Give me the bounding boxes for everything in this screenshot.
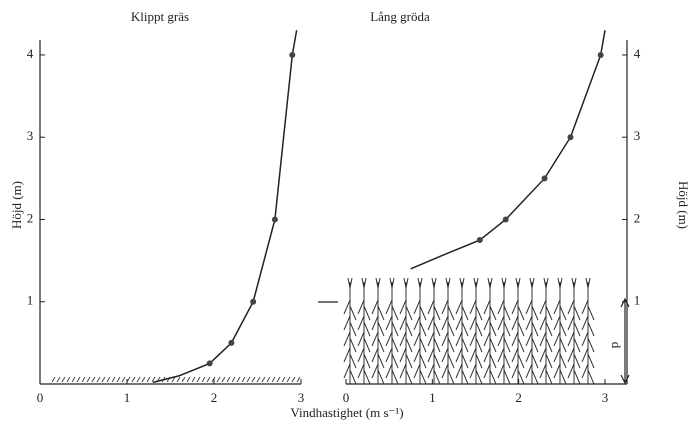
y-tick-label: 3 (634, 128, 641, 143)
data-point (476, 237, 483, 244)
y-tick-label: 3 (27, 128, 34, 143)
y-axis-label: Höjd (m) (9, 181, 24, 229)
y-tick-label: 4 (634, 46, 641, 61)
y-tick-label: 2 (27, 210, 34, 225)
profile-line (410, 30, 606, 270)
data-point (597, 51, 604, 58)
d-arrow-heads (620, 297, 630, 385)
x-tick-label: 0 (343, 390, 350, 405)
panel-title: Lång gröda (370, 9, 430, 24)
annotation: d (609, 342, 624, 349)
x-tick-label: 1 (429, 390, 436, 405)
y-tick-label: 1 (634, 293, 641, 308)
grass (51, 376, 301, 383)
crop (343, 277, 595, 385)
panel-title: Klippt gräs (131, 9, 189, 24)
data-point (502, 216, 509, 223)
data-point (206, 360, 213, 367)
data-point (271, 216, 278, 223)
x-tick-label: 2 (515, 390, 522, 405)
y-tick-label: 2 (634, 210, 641, 225)
data-point (567, 134, 574, 141)
data-point (541, 175, 548, 182)
x-tick-label: 3 (298, 390, 305, 405)
x-tick-label: 0 (37, 390, 44, 405)
decoration (51, 277, 595, 385)
data-point (289, 51, 296, 58)
y-tick-label: 4 (27, 46, 34, 61)
profile-line (152, 30, 298, 384)
x-tick-label: 2 (211, 390, 218, 405)
data-point (228, 339, 235, 346)
data-point (250, 298, 257, 305)
x-axis-label: Vindhastighet (m s⁻¹) (290, 405, 403, 420)
y-axis-label: Höjd (m) (676, 181, 691, 229)
y-tick-label: 1 (27, 293, 34, 308)
x-tick-label: 1 (124, 390, 131, 405)
x-tick-label: 3 (602, 390, 609, 405)
